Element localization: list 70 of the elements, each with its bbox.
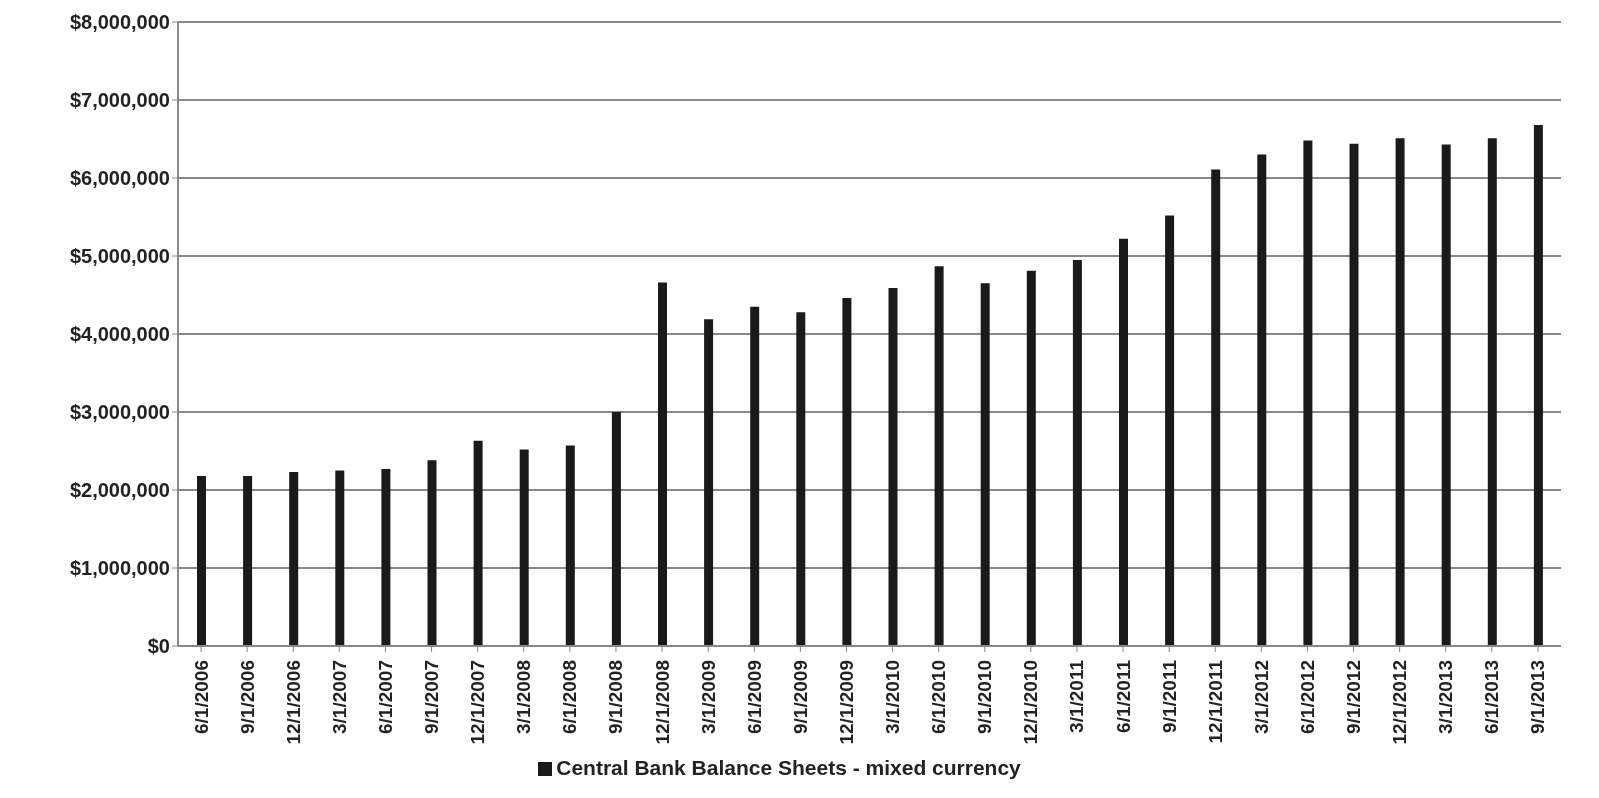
- bar: [427, 460, 437, 646]
- bar: [1026, 270, 1036, 646]
- x-tick-label: 12/1/2006: [282, 660, 304, 745]
- bar: [381, 468, 391, 646]
- bar: [289, 472, 299, 646]
- x-tick-label: 9/1/2008: [605, 660, 627, 734]
- x-tick-label: 9/1/2009: [789, 660, 811, 734]
- bar: [658, 282, 667, 646]
- x-tick-label: 3/1/2011: [1066, 659, 1088, 733]
- bar: [611, 412, 621, 646]
- bar: [1072, 259, 1082, 646]
- bar: [796, 312, 806, 646]
- x-tick-label: 12/1/2011: [1204, 659, 1226, 744]
- x-tick-label: 9/1/2013: [1527, 660, 1549, 734]
- x-tick-label: 6/1/2011: [1112, 659, 1134, 733]
- x-tick-label: 12/1/2009: [835, 660, 857, 745]
- y-tick-label: $2,000,000: [69, 479, 170, 502]
- bar: [1119, 238, 1128, 646]
- y-tick-label: $5,000,000: [69, 245, 170, 268]
- legend-label: Central Bank Balance Sheets - mixed currency: [556, 756, 1021, 779]
- bar: [704, 319, 714, 646]
- x-tick-label: 12/1/2010: [1020, 660, 1042, 745]
- bar: [197, 475, 206, 646]
- y-tick-label: $7,000,000: [69, 89, 170, 112]
- x-tick-label: 3/1/2007: [328, 660, 350, 734]
- x-tick-label: 6/1/2010: [928, 660, 950, 734]
- bar: [1257, 154, 1267, 646]
- bar: [842, 298, 852, 646]
- x-tick-label: 3/1/2009: [697, 660, 719, 734]
- bar: [1395, 138, 1405, 646]
- x-tick-label: 12/1/2008: [651, 660, 673, 745]
- x-tick-label: 6/1/2013: [1481, 660, 1503, 734]
- x-tick-label: 6/1/2009: [743, 660, 765, 734]
- bar: [565, 445, 575, 646]
- x-tick-label: 6/1/2007: [374, 660, 396, 734]
- bar: [1211, 169, 1221, 646]
- bar: [980, 283, 990, 646]
- x-tick-label: 12/1/2012: [1389, 660, 1411, 745]
- x-tick-label: 9/1/2011: [1158, 659, 1180, 733]
- y-tick-label: $1,000,000: [69, 557, 170, 580]
- x-tick-label: 9/1/2007: [421, 660, 443, 734]
- bar: [750, 306, 760, 646]
- x-tick-label: 6/1/2006: [190, 660, 212, 734]
- bar: [243, 475, 253, 646]
- bar: [1165, 215, 1175, 646]
- y-tick-label: $4,000,000: [69, 323, 170, 346]
- bar: [1441, 144, 1451, 646]
- x-tick-label: 6/1/2012: [1296, 660, 1318, 734]
- x-tick-label: 6/1/2008: [559, 660, 581, 734]
- x-tick-label: 9/1/2012: [1343, 660, 1365, 734]
- bar: [473, 440, 483, 646]
- bar: [1303, 140, 1313, 646]
- x-tick-label: 12/1/2007: [467, 660, 489, 745]
- bar: [934, 266, 944, 646]
- x-tick-label: 3/1/2008: [513, 660, 535, 734]
- y-tick-label: $8,000,000: [69, 11, 170, 34]
- x-tick-label: 3/1/2013: [1435, 660, 1457, 734]
- bar: [1487, 138, 1497, 646]
- bar: [519, 449, 529, 646]
- x-tick-label: 3/1/2010: [882, 660, 904, 734]
- y-tick-label: $0: [147, 635, 170, 658]
- bar: [1533, 124, 1543, 646]
- bar: [335, 470, 345, 646]
- x-tick-label: 9/1/2010: [974, 660, 996, 734]
- y-tick-label: $6,000,000: [69, 167, 170, 190]
- bar: [1349, 143, 1359, 646]
- x-tick-label: 9/1/2006: [236, 660, 258, 734]
- y-tick-label: $3,000,000: [69, 401, 170, 424]
- x-tick-label: 3/1/2012: [1250, 660, 1272, 734]
- bar: [888, 287, 898, 646]
